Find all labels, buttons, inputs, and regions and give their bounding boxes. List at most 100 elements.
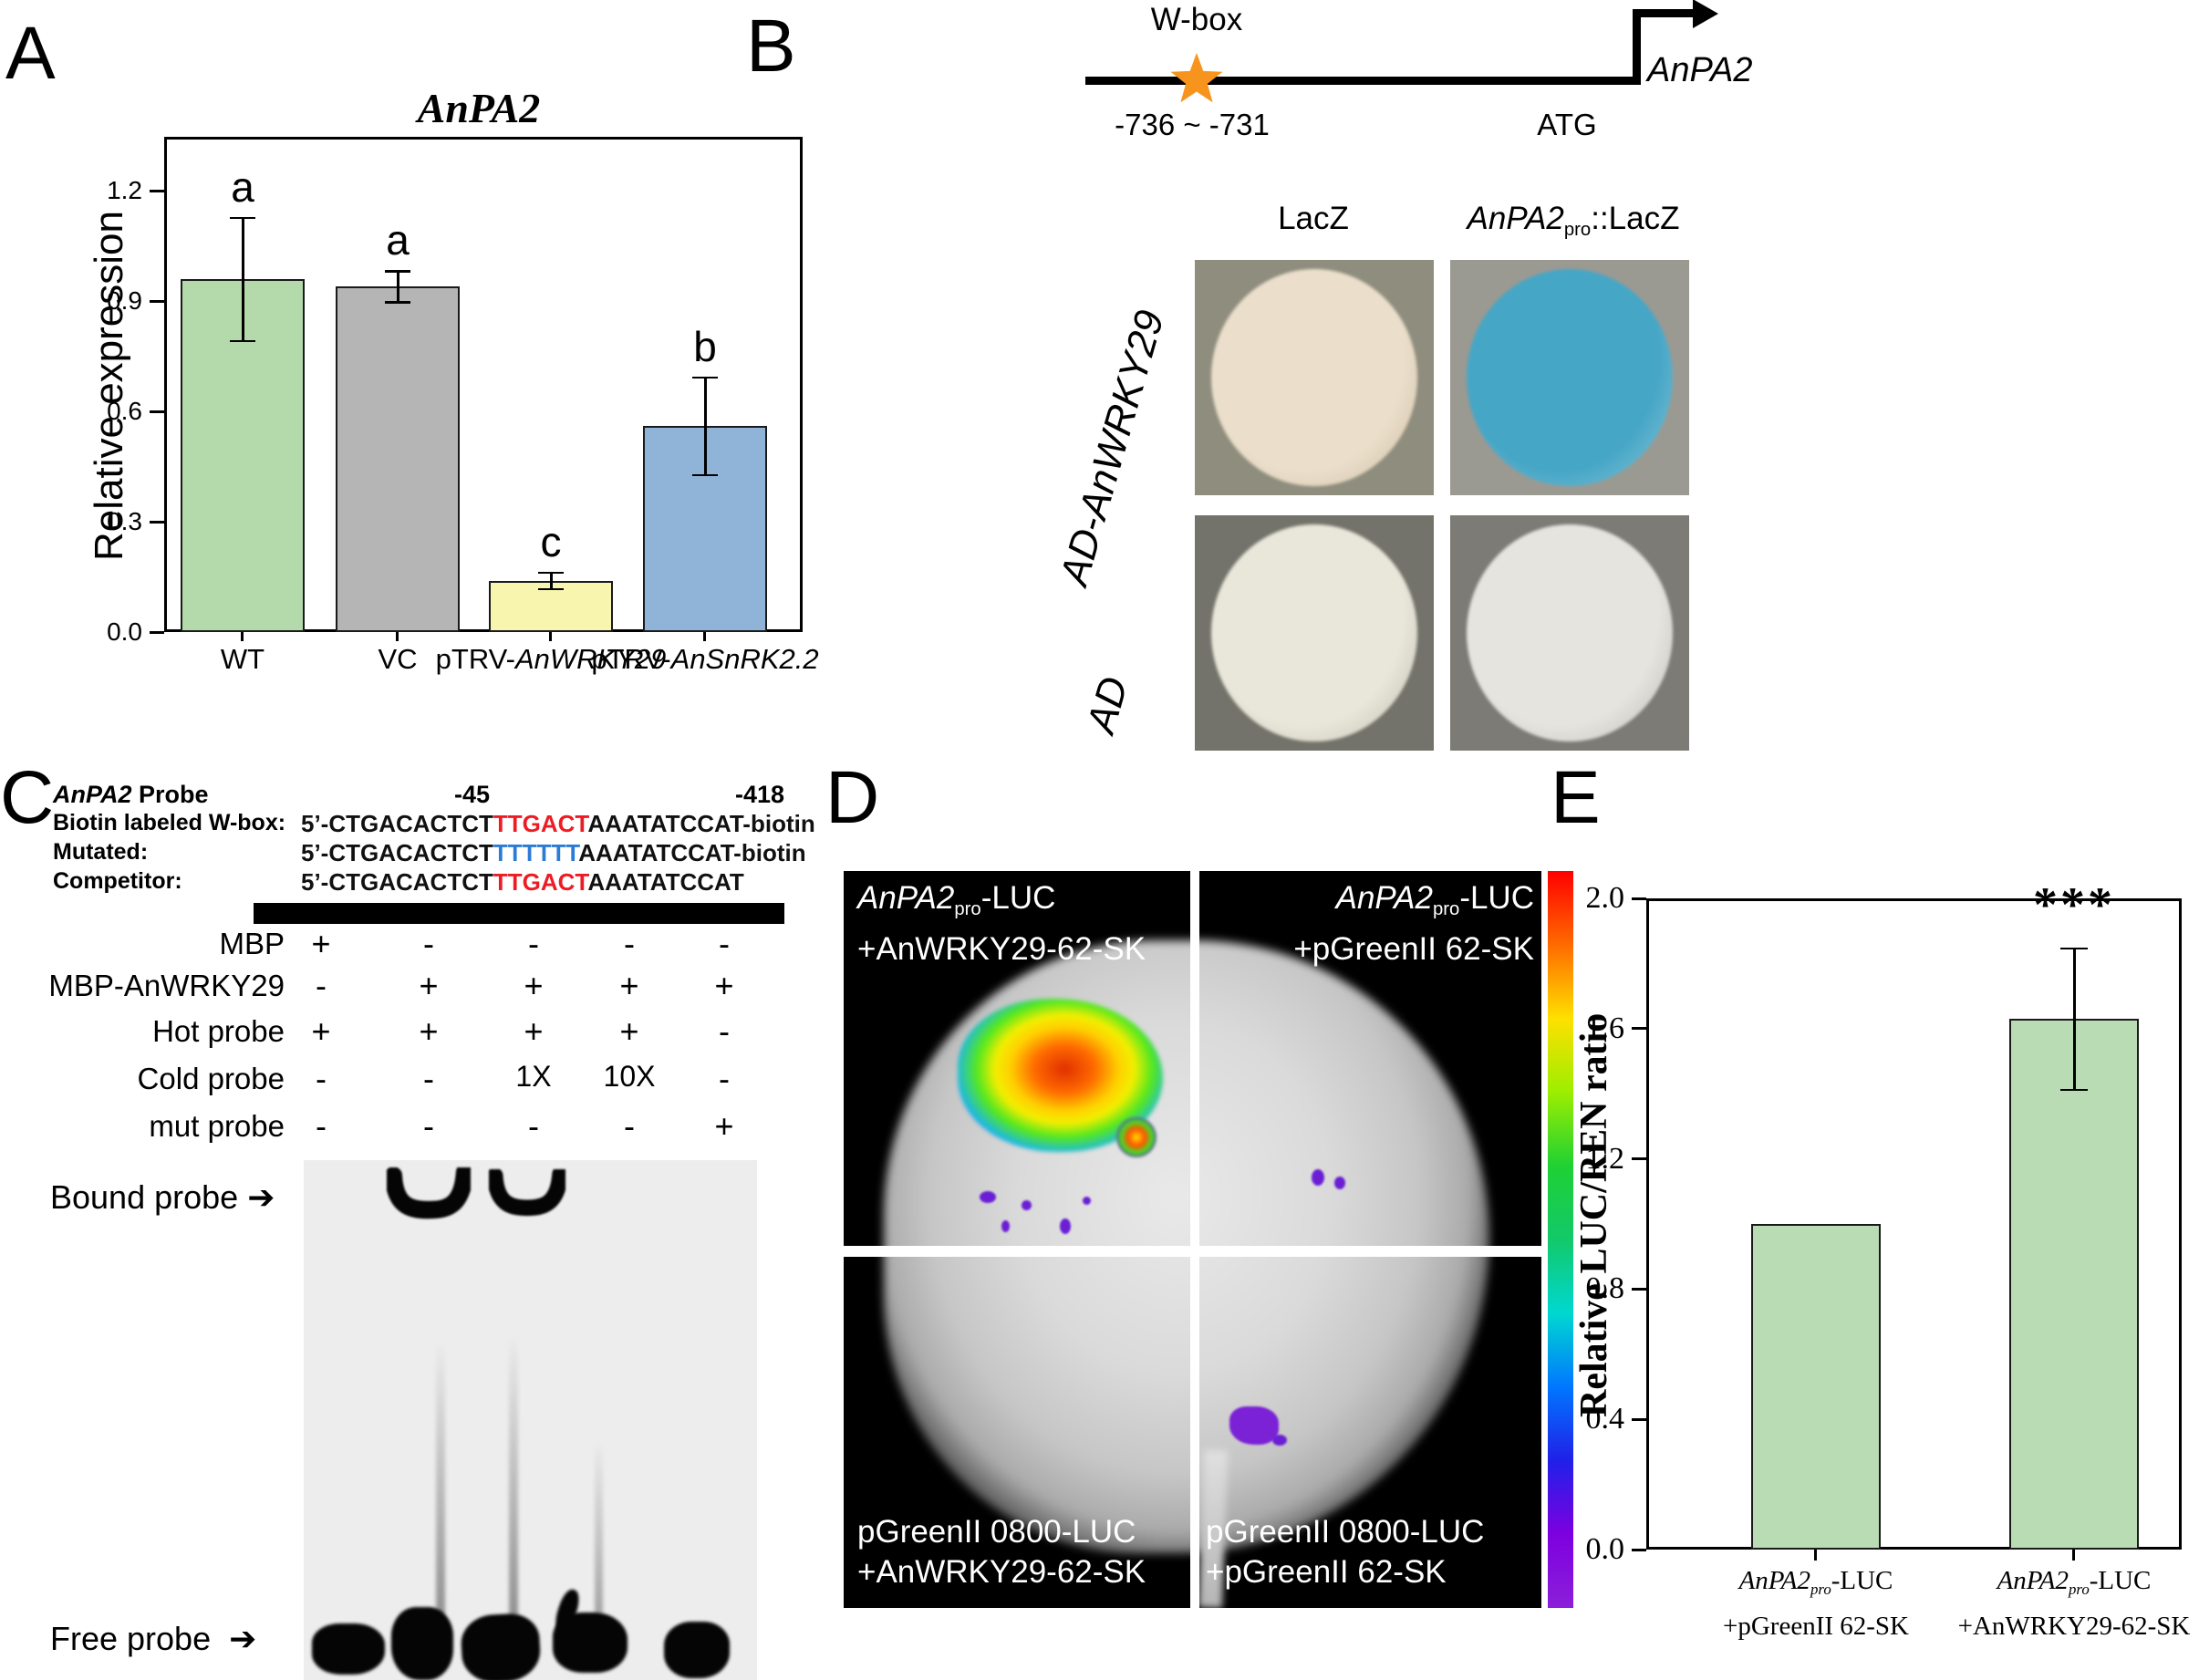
panel-e-plot-area — [1646, 898, 2182, 1550]
reagent-cell: - — [316, 1060, 327, 1097]
y-tick-label: 0.9 — [107, 286, 142, 316]
reagent-cell: - — [423, 1060, 434, 1097]
error-cap — [2060, 947, 2088, 950]
sig-letter: a — [231, 162, 254, 211]
luminescence-spot — [1116, 1117, 1157, 1157]
reagent-label: MBP-AnWRKY29 — [48, 969, 285, 1002]
tss-arrowhead-icon — [1693, 0, 1718, 28]
sequence-row-name: Mutated: — [53, 839, 149, 865]
yeast-plate-photo — [1195, 260, 1434, 495]
yeast-plate-photo — [1450, 515, 1689, 751]
panel-c-label: C — [0, 756, 55, 839]
sig-letter: a — [386, 216, 410, 264]
bar — [336, 286, 460, 632]
signal-speck — [980, 1191, 996, 1203]
y-tick-label: 0.8 — [1585, 1271, 1625, 1306]
panel-d-label: D — [825, 756, 880, 839]
wbox-position-label: -736 ~ -731 — [1115, 108, 1270, 141]
bound-probe-label: Bound probe ➔ — [50, 1178, 275, 1217]
yeast-plate-photo — [1450, 260, 1689, 495]
y-tick-label: 1.2 — [107, 176, 142, 205]
gel-smear — [595, 1441, 603, 1614]
signal-speck — [1060, 1219, 1071, 1234]
sig-letter: b — [693, 322, 717, 370]
panel-a-label: A — [5, 12, 56, 95]
yeast-colony — [1467, 269, 1673, 486]
reagent-cell: + — [714, 1107, 734, 1145]
y-tick-label: 0.4 — [1585, 1402, 1625, 1436]
y-tick — [1632, 1417, 1646, 1421]
tss-arrow-stem — [1633, 9, 1641, 85]
y-tick — [150, 630, 164, 634]
reagent-cell: - — [719, 1060, 730, 1097]
bar — [1751, 1224, 1881, 1550]
free-band — [312, 1623, 385, 1675]
y-tick — [1632, 897, 1646, 900]
probe-position-left: -45 — [454, 781, 491, 808]
x-category-label: pTRV-AnSnRK2.2 — [591, 643, 819, 675]
probe-position-right: -418 — [734, 781, 784, 808]
reagent-cell: + — [311, 1012, 331, 1050]
sequence-row-name: Biotin labeled W-box: — [53, 810, 286, 835]
reagent-label: Cold probe — [137, 1062, 285, 1095]
gel-smear — [509, 1333, 518, 1616]
error-bar — [242, 216, 244, 342]
panel-a-plot-area — [164, 137, 803, 632]
column-header-anpa2pro-lacz: AnPA2pro::LacZ — [1467, 201, 1680, 241]
quadrant-label: AnPA2pro-LUC +AnWRKY29-62-SK — [857, 880, 1146, 968]
luciferase-image: AnPA2pro-LUC +AnWRKY29-62-SK AnPA2pro-LUC +… — [844, 871, 1541, 1608]
error-cap — [385, 301, 410, 304]
panel-b-label: B — [746, 5, 796, 88]
error-cap — [538, 571, 564, 574]
quadrant-label: AnPA2pro-LUC +pGreenII 62-SK — [1293, 880, 1534, 968]
error-bar — [2073, 947, 2076, 1091]
emsa-gel — [304, 1160, 757, 1680]
free-band — [391, 1607, 453, 1680]
quadrant-divider-vertical — [1190, 871, 1199, 1608]
promoter-line — [1085, 77, 1641, 85]
y-tick-label: 1.6 — [1585, 1011, 1625, 1045]
wbox-star-icon — [1170, 53, 1223, 103]
free-arrow-icon: ➔ — [229, 1621, 257, 1658]
reagent-cell: 1X — [515, 1060, 552, 1093]
reagent-cell: + — [524, 967, 544, 1004]
y-tick — [1632, 1157, 1646, 1161]
sequence-row: 5’-CTGACACTCTTTGACTAAATATCCAT — [301, 868, 744, 896]
x-category-label: AnPA2pro-LUC +AnWRKY29-62-SK — [1957, 1566, 2191, 1641]
x-category-label: WT — [220, 643, 265, 675]
y-tick-label: 0.0 — [1585, 1532, 1625, 1566]
error-cap — [692, 473, 718, 477]
reagent-cell: + — [619, 1012, 639, 1050]
yeast-colony — [1211, 269, 1417, 486]
reagent-cell: + — [311, 925, 331, 962]
quadrant-label: pGreenII 0800-LUC +pGreenII 62-SK — [1206, 1514, 1485, 1590]
reagent-cell: + — [419, 967, 439, 1004]
significance-stars: *** — [2033, 876, 2115, 932]
error-cap — [230, 339, 255, 343]
sequence-row: 5’-CTGACACTCTTTTTTTAAATATCCAT-biotin — [301, 839, 806, 866]
reagent-cell: - — [423, 925, 434, 962]
reagent-cell: - — [719, 925, 730, 962]
y-tick-label: 0.6 — [107, 397, 142, 426]
quadrant-divider-horizontal — [844, 1246, 1541, 1257]
x-category-label: VC — [378, 643, 418, 675]
signal-blob-small — [1229, 1406, 1279, 1445]
error-cap — [230, 216, 255, 220]
reagent-cell: - — [624, 925, 635, 962]
y-tick-label: 0.3 — [107, 507, 142, 536]
lane-header-bar — [254, 903, 784, 924]
y-tick — [1632, 1548, 1646, 1551]
x-tick — [703, 632, 706, 641]
signal-speck — [1001, 1220, 1010, 1232]
free-probe-label: Free probe ➔ — [50, 1620, 257, 1658]
quadrant-label: pGreenII 0800-LUC +AnWRKY29-62-SK — [857, 1514, 1146, 1590]
bound-arrow-icon: ➔ — [247, 1179, 275, 1217]
reagent-label: mut probe — [149, 1109, 285, 1143]
x-tick — [241, 632, 244, 641]
y-tick-label: 2.0 — [1585, 881, 1625, 915]
reagent-cell: 10X — [603, 1060, 656, 1093]
row-label-ad: AD — [1078, 671, 1137, 738]
error-bar — [704, 376, 707, 476]
atg-label: ATG — [1537, 108, 1597, 141]
signal-speck — [1312, 1169, 1324, 1186]
